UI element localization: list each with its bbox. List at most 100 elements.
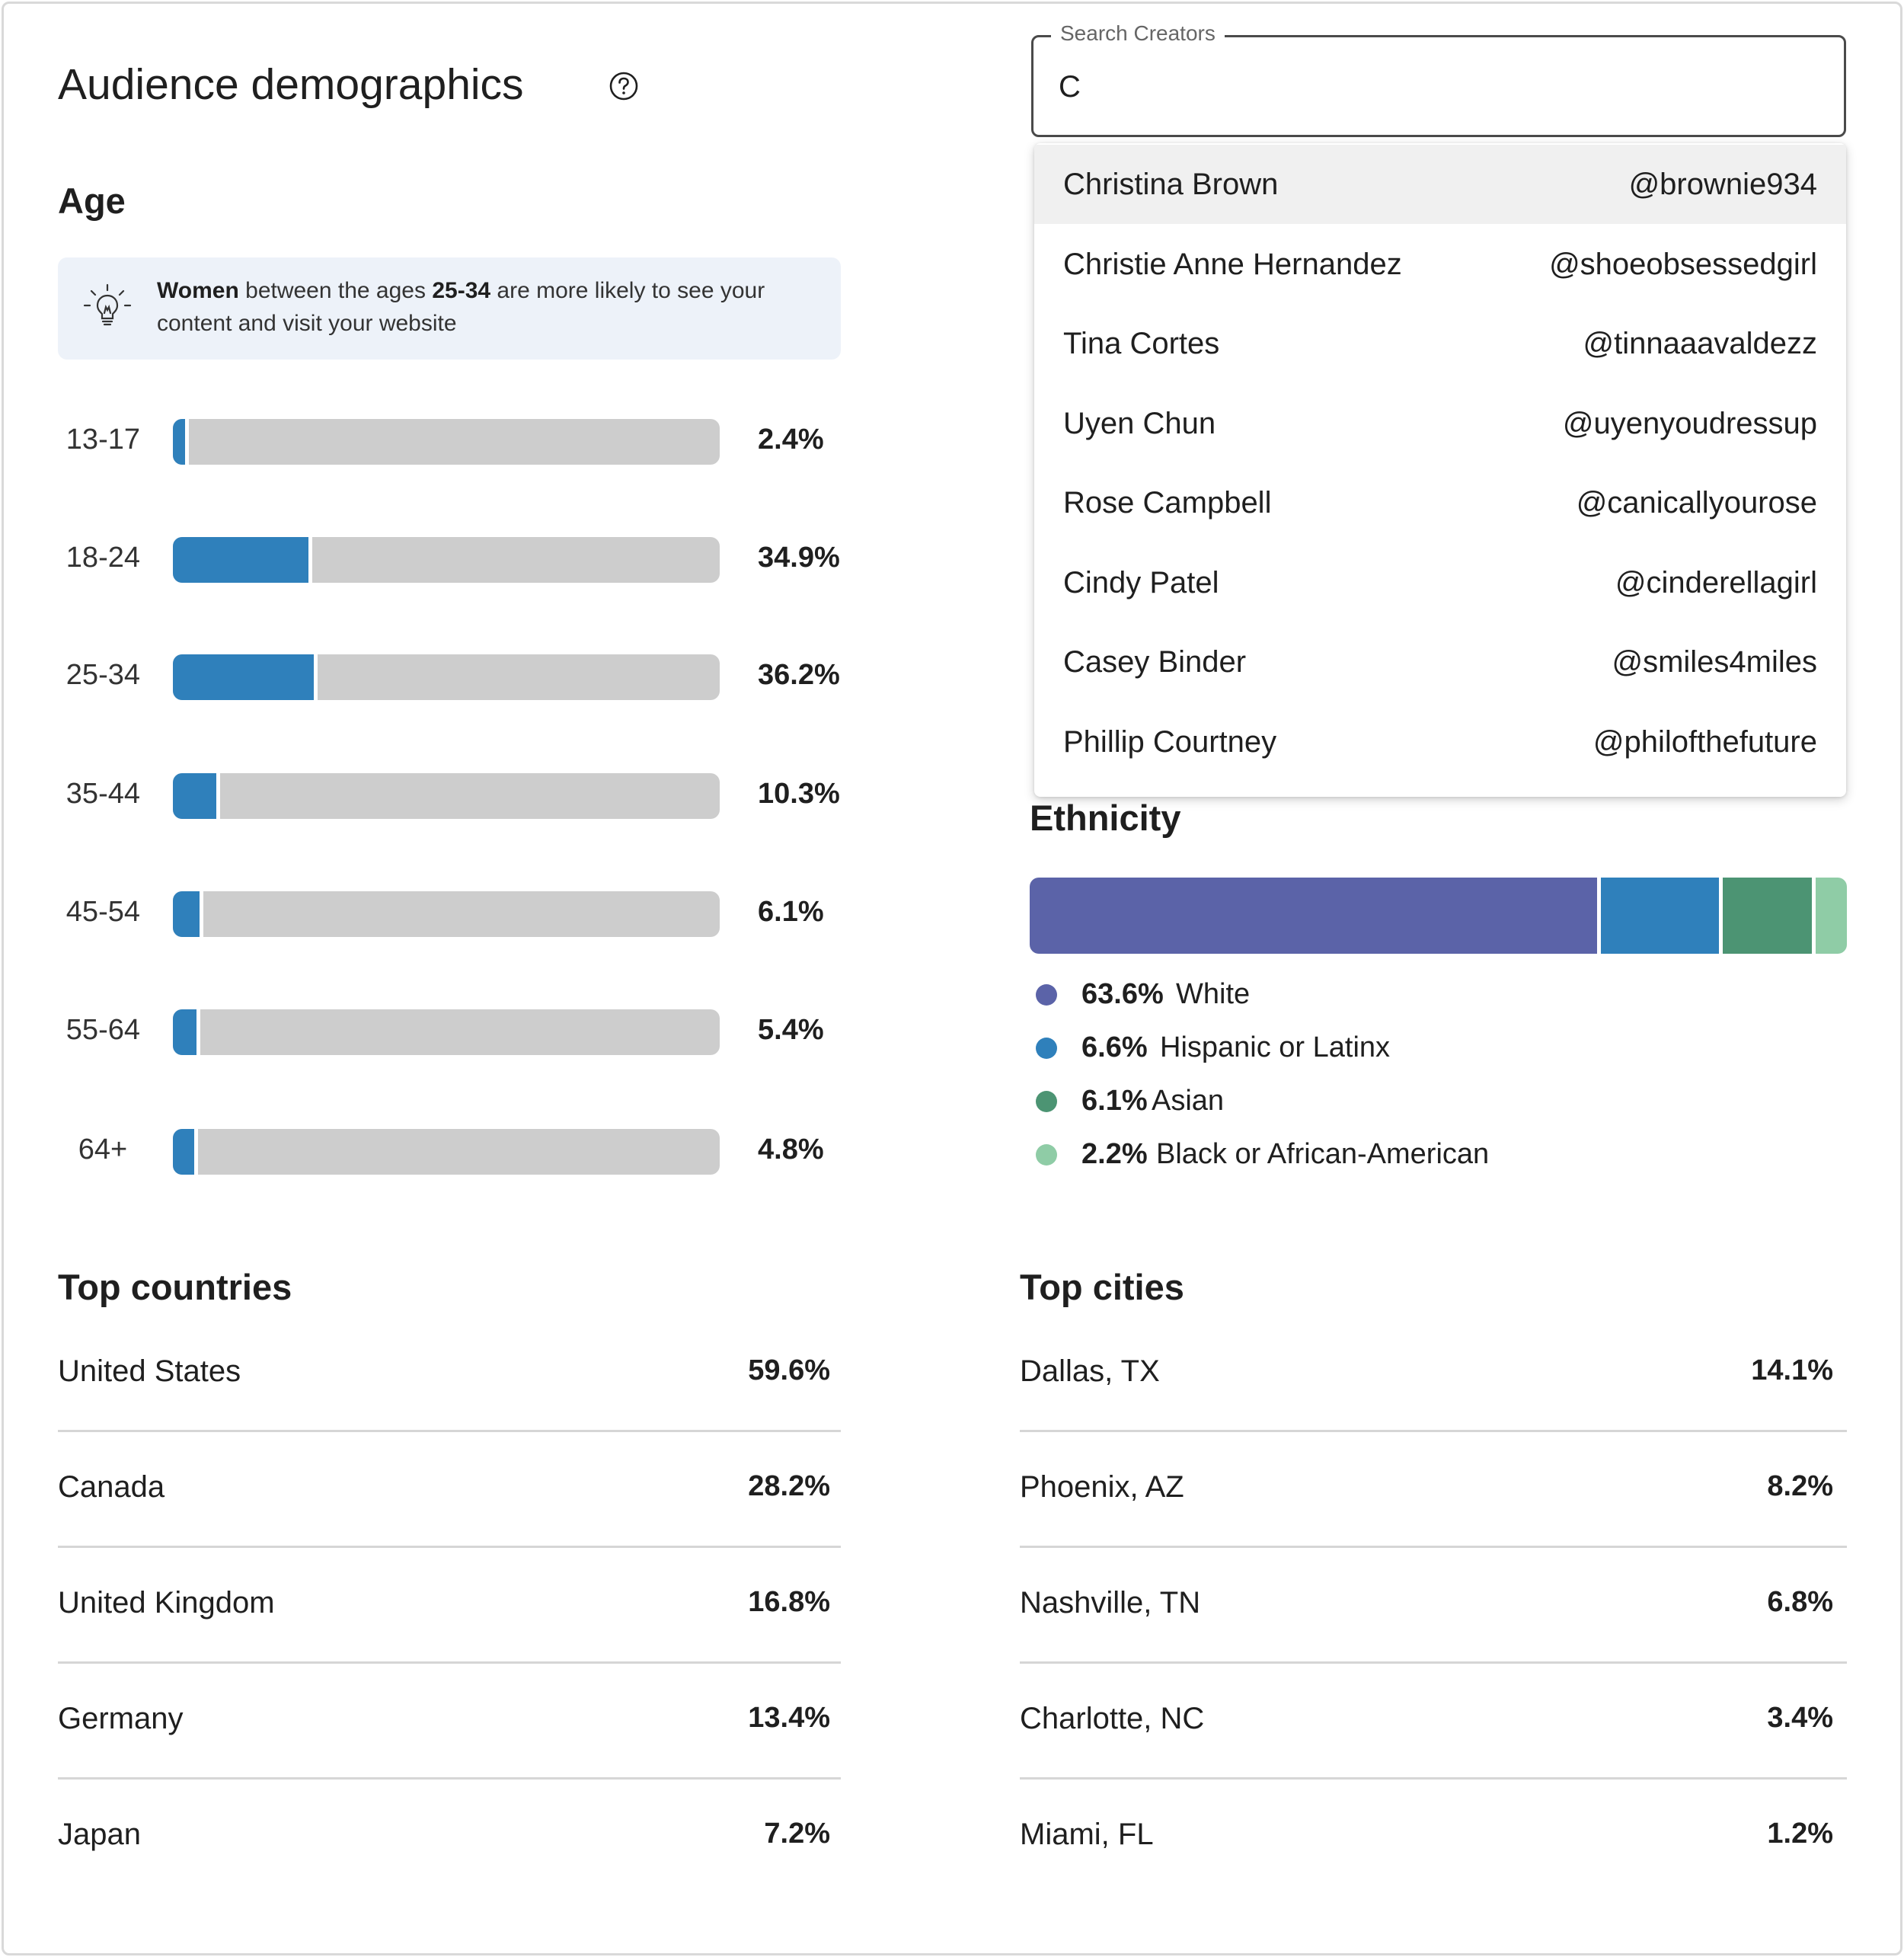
city-percent: 14.1% (1751, 1354, 1833, 1386)
legend-dot (1036, 1144, 1057, 1166)
ethnicity-percent: 6.6% (1081, 1031, 1148, 1063)
ethnicity-label: Black or African-American (1156, 1138, 1490, 1170)
city-name: Miami, FL (1020, 1818, 1154, 1851)
age-range-label: 25-34 (65, 659, 140, 691)
city-name: Nashville, TN (1020, 1586, 1201, 1620)
age-insight-banner: Women between the ages 25-34 are more li… (58, 257, 841, 360)
creator-handle: @canicallyourose (1576, 486, 1817, 520)
creator-name: Casey Binder (1063, 645, 1247, 679)
city-name: Dallas, TX (1020, 1354, 1160, 1388)
age-bar-fill (173, 1129, 198, 1175)
age-bar-track (173, 891, 720, 937)
country-percent: 7.2% (764, 1818, 830, 1850)
creator-handle: @brownie934 (1628, 168, 1817, 201)
creator-name: Tina Cortes (1063, 327, 1220, 360)
ethnicity-bar-segment (1816, 878, 1847, 954)
ethnicity-legend-item: 6.1% Asian (1036, 1080, 1721, 1126)
country-row: United Kingdom 16.8% (58, 1548, 841, 1664)
age-section-title: Age (58, 181, 126, 221)
ethnicity-bar-segment (1723, 878, 1816, 954)
age-row: 64+ 4.8% (0, 1129, 853, 1175)
ethnicity-percent: 2.2% (1081, 1138, 1148, 1170)
age-bar-fill (173, 537, 312, 583)
age-row: 55-64 5.4% (0, 1009, 853, 1055)
age-bar-track (173, 537, 720, 583)
ethnicity-label: Asian (1152, 1085, 1225, 1117)
search-result-option[interactable]: Cindy Patel @cinderellagirl (1034, 543, 1846, 622)
city-name: Charlotte, NC (1020, 1702, 1205, 1735)
search-result-option[interactable]: Christina Brown @brownie934 (1034, 145, 1846, 224)
age-percent-value: 10.3% (758, 778, 840, 810)
help-circle-icon[interactable] (608, 70, 640, 102)
age-range-label: 45-54 (65, 896, 140, 928)
age-bar-track (173, 1129, 720, 1175)
creator-handle: @smiles4miles (1612, 645, 1817, 679)
age-range-label: 55-64 (65, 1014, 140, 1046)
city-percent: 8.2% (1767, 1470, 1833, 1502)
creator-handle: @philofthefuture (1593, 724, 1817, 759)
legend-dot (1036, 1091, 1057, 1112)
age-range-label: 18-24 (65, 542, 140, 574)
creator-name: Uyen Chun (1063, 406, 1216, 440)
country-row: Canada 28.2% (58, 1432, 841, 1548)
age-row: 35-44 10.3% (0, 773, 853, 819)
search-result-option[interactable]: Phillip Courtney @philofthefuture (1034, 702, 1846, 782)
ethnicity-legend-item: 6.6% Hispanic or Latinx (1036, 1027, 1721, 1073)
search-result-option[interactable]: Tina Cortes @tinnaaavaldezz (1034, 304, 1846, 383)
search-result-option[interactable]: Casey Binder @smiles4miles (1034, 622, 1846, 702)
ethnicity-legend-item: 63.6% White (1036, 974, 1721, 1019)
ethnicity-label: White (1176, 978, 1251, 1010)
country-percent: 13.4% (748, 1702, 830, 1734)
top-countries-title: Top countries (58, 1267, 292, 1307)
age-percent-value: 2.4% (758, 424, 824, 456)
country-percent: 28.2% (748, 1470, 830, 1502)
search-creators-label: Search Creators (1051, 21, 1225, 46)
city-row: Phoenix, AZ 8.2% (1020, 1432, 1847, 1548)
age-bar-fill (173, 891, 203, 937)
country-name: Germany (58, 1702, 184, 1735)
country-row: United States 59.6% (58, 1316, 841, 1432)
ethnicity-percent: 6.1% (1081, 1085, 1148, 1117)
creator-name: Christie Anne Hernandez (1063, 247, 1402, 281)
city-row: Nashville, TN 6.8% (1020, 1548, 1847, 1664)
creator-name: Phillip Courtney (1063, 724, 1277, 759)
creator-handle: @cinderellagirl (1615, 565, 1817, 600)
age-percent-value: 4.8% (758, 1134, 824, 1166)
country-name: United Kingdom (58, 1586, 275, 1620)
age-bar-fill (173, 1009, 200, 1055)
age-percent-value: 5.4% (758, 1014, 824, 1046)
creator-handle: @uyenyoudressup (1562, 406, 1817, 440)
ethnicity-section-title: Ethnicity (1030, 798, 1181, 838)
top-cities-title: Top cities (1020, 1267, 1184, 1307)
city-row: Dallas, TX 14.1% (1020, 1316, 1847, 1432)
search-result-option[interactable]: Uyen Chun @uyenyoudressup (1034, 384, 1846, 463)
country-row: Germany 13.4% (58, 1664, 841, 1780)
age-row: 45-54 6.1% (0, 891, 853, 937)
search-result-option[interactable]: Christie Anne Hernandez @shoeobsessedgirl (1034, 225, 1846, 304)
age-bar-track (173, 1009, 720, 1055)
country-name: Canada (58, 1470, 165, 1504)
creator-name: Cindy Patel (1063, 565, 1219, 600)
age-bar-fill (173, 419, 189, 465)
search-query-text[interactable]: C (1059, 70, 1081, 104)
city-percent: 1.2% (1767, 1818, 1833, 1850)
country-percent: 16.8% (748, 1586, 830, 1618)
ethnicity-bar-segment (1601, 878, 1723, 954)
city-row: Charlotte, NC 3.4% (1020, 1664, 1847, 1780)
city-percent: 3.4% (1767, 1702, 1833, 1734)
age-bar-track (173, 654, 720, 700)
search-creators-input[interactable] (1031, 35, 1846, 137)
city-name: Phoenix, AZ (1020, 1470, 1184, 1504)
age-bar-fill (173, 773, 220, 819)
legend-dot (1036, 984, 1057, 1006)
search-result-option[interactable]: Rose Campbell @canicallyourose (1034, 463, 1846, 542)
search-results-dropdown: Christina Brown @brownie934 Christie Anne … (1034, 143, 1846, 797)
creator-handle: @tinnaaavaldezz (1583, 327, 1817, 360)
country-name: United States (58, 1354, 241, 1388)
country-name: Japan (58, 1818, 141, 1851)
age-bar-track (173, 773, 720, 819)
ethnicity-percent: 63.6% (1081, 978, 1164, 1010)
ethnicity-label: Hispanic or Latinx (1160, 1031, 1391, 1063)
ethnicity-stacked-bar (1030, 878, 1847, 954)
country-row: Japan 7.2% (58, 1780, 841, 1895)
